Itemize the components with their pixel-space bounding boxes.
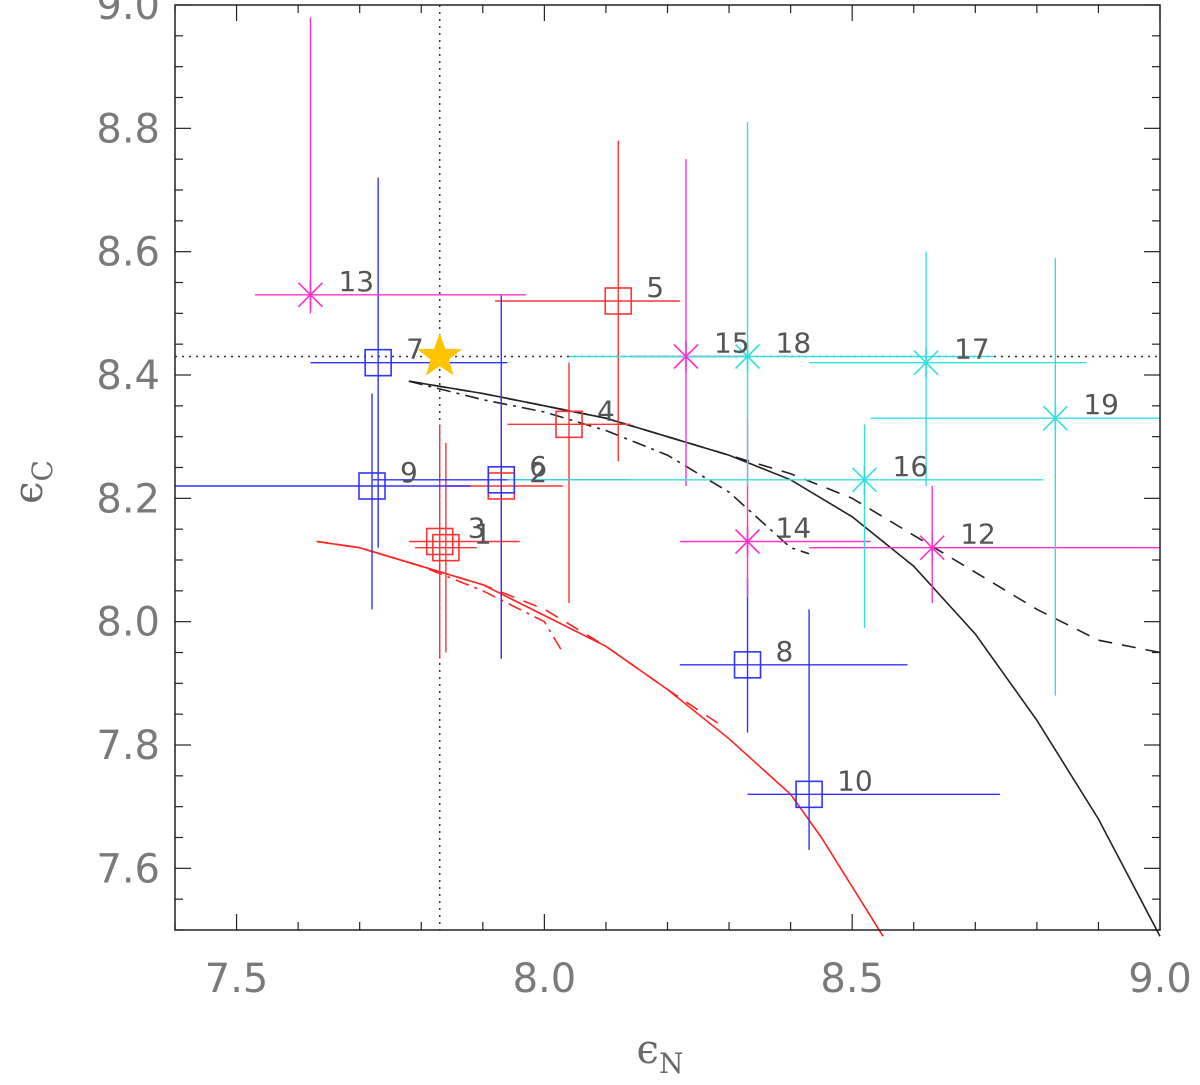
x-axis-label-subscript: N bbox=[659, 1047, 684, 1080]
point-label-18: 18 bbox=[776, 327, 812, 360]
model-curves bbox=[316, 380, 1161, 937]
y-tick-label: 7.6 bbox=[96, 846, 160, 892]
model-curve-3 bbox=[408, 380, 810, 555]
data-point-7 bbox=[364, 348, 392, 377]
tick-labels: 7.5 8.0 8.5 9.0 7.6 7.8 8.0 8.2 8.4 8.6 8.8 9.0 bbox=[96, 0, 1191, 1002]
data-markers bbox=[297, 279, 1068, 809]
point-label-14: 14 bbox=[776, 512, 812, 545]
point-label-15: 15 bbox=[714, 327, 750, 360]
point-label-17: 17 bbox=[954, 333, 990, 366]
model-curve-2 bbox=[408, 380, 1161, 654]
point-label-9: 9 bbox=[400, 456, 418, 489]
data-point-16 bbox=[851, 464, 878, 495]
model-curve-5 bbox=[316, 540, 724, 728]
y-tick-label: 8.4 bbox=[96, 353, 160, 399]
data-point-18 bbox=[734, 341, 761, 372]
point-label-4: 4 bbox=[597, 394, 615, 427]
point-label-2: 2 bbox=[529, 456, 547, 489]
point-label-3: 3 bbox=[468, 512, 486, 545]
reference-lines bbox=[175, 5, 1160, 930]
y-axis-label: ϵ bbox=[6, 482, 52, 504]
y-tick-label: 7.8 bbox=[96, 723, 160, 769]
data-point-4 bbox=[555, 410, 583, 439]
y-tick-label: 8.6 bbox=[96, 230, 160, 276]
data-point-9 bbox=[358, 472, 386, 500]
point-label-6: 6 bbox=[529, 450, 547, 483]
svg-text:ϵN: ϵN bbox=[637, 1027, 684, 1080]
point-label-1: 1 bbox=[474, 518, 492, 551]
data-point-14 bbox=[734, 526, 761, 557]
data-point-15 bbox=[673, 341, 699, 372]
model-curve-6 bbox=[316, 540, 564, 653]
plot-frame bbox=[174, 4, 1161, 931]
point-label-8: 8 bbox=[776, 635, 794, 668]
data-point-6 bbox=[487, 466, 516, 494]
y-axis-title: ϵC bbox=[6, 460, 59, 504]
data-point-17 bbox=[913, 347, 939, 378]
reference-star-marker bbox=[417, 333, 462, 376]
x-tick-label: 8.5 bbox=[820, 956, 884, 1002]
point-label-7: 7 bbox=[406, 333, 424, 366]
x-axis-title: ϵN bbox=[637, 1027, 684, 1080]
point-label-5: 5 bbox=[646, 271, 664, 304]
point-label-10: 10 bbox=[837, 764, 873, 797]
model-curve-4 bbox=[316, 540, 884, 937]
axis-ticks bbox=[174, 4, 1161, 931]
y-tick-label: 8.2 bbox=[96, 476, 160, 522]
point-label-12: 12 bbox=[960, 518, 996, 551]
y-tick-label: 8.0 bbox=[96, 600, 160, 646]
y-axis-label-subscript: C bbox=[26, 460, 59, 481]
point-labels: 13 2 4 5 7 9 6 8 10 13 15 14 12 18 17 19 16 bbox=[338, 265, 1119, 797]
x-tick-label: 8.0 bbox=[513, 956, 577, 1002]
x-tick-label: 7.5 bbox=[205, 956, 269, 1002]
x-tick-label: 9.0 bbox=[1128, 956, 1192, 1002]
data-point-8 bbox=[733, 651, 762, 679]
data-point-12 bbox=[919, 532, 945, 563]
point-label-19: 19 bbox=[1083, 388, 1119, 421]
reference-star bbox=[417, 333, 462, 376]
error-bars bbox=[175, 17, 1160, 850]
data-point-3 bbox=[425, 527, 454, 556]
data-point-5 bbox=[604, 287, 633, 315]
data-point-1 bbox=[432, 533, 460, 562]
data-point-10 bbox=[795, 780, 823, 809]
y-tick-label: 8.8 bbox=[96, 106, 160, 152]
x-axis-label: ϵ bbox=[637, 1027, 659, 1073]
svg-text:ϵC: ϵC bbox=[6, 460, 59, 504]
point-label-13: 13 bbox=[338, 265, 374, 298]
y-tick-label: 9.0 bbox=[96, 0, 160, 29]
data-point-19 bbox=[1042, 403, 1068, 434]
point-label-16: 16 bbox=[893, 450, 929, 483]
data-point-13 bbox=[297, 279, 324, 310]
